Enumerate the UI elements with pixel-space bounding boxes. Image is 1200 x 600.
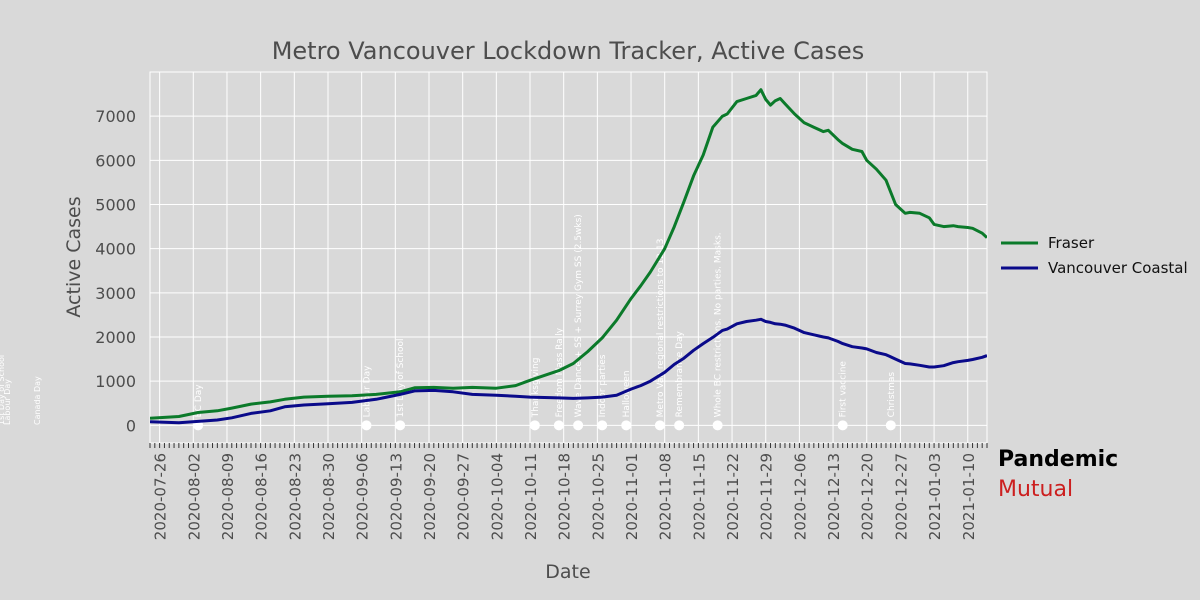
y-tick-label: 3000 [95, 284, 136, 303]
plot-area [149, 71, 988, 444]
annotation: Remembrance Day [674, 330, 685, 431]
annotation-label: BC Day [194, 384, 204, 418]
x-tick-label: 2020-08-23 [286, 453, 304, 540]
annotation: First vaccine [837, 361, 849, 431]
x-tick-label: 2020-10-11 [522, 453, 540, 540]
legend-label: Fraser [1048, 234, 1095, 252]
x-tick-label: 2020-08-30 [320, 453, 338, 540]
annotation-label: Halloween [622, 370, 632, 417]
x-axis-label: Date [545, 561, 590, 583]
annotation-marker [395, 420, 406, 431]
annotation-label: First vaccine [839, 361, 849, 418]
annotation: Wave Dance + SS + Surrey Gym SS (2.5wks) [573, 214, 584, 431]
annotation-marker [654, 420, 665, 431]
x-tick-label: 2020-09-13 [387, 453, 405, 540]
annotation-marker [837, 420, 848, 431]
x-tick-label: 2020-12-13 [825, 453, 843, 540]
y-tick-label: 4000 [95, 240, 136, 259]
offchart-label: Labour Day [3, 379, 12, 425]
x-tick-label: 2020-11-01 [623, 453, 641, 540]
y-tick-label: 0 [126, 416, 136, 435]
x-tick-label: 2020-09-27 [455, 453, 473, 540]
x-tick-label: 2020-12-27 [892, 453, 910, 540]
annotation-marker [885, 420, 896, 431]
brand-mutual: Mutual [998, 477, 1074, 502]
offchart-label: Canada Day [33, 376, 42, 425]
annotation-label: Freedom Mass Rally [555, 327, 565, 417]
x-tick-label: 2020-10-25 [589, 453, 607, 540]
annotation-marker [712, 420, 723, 431]
x-tick-label: 2020-08-02 [185, 453, 203, 540]
annotation: Metro Van regional restrictions to 12-13 [654, 239, 666, 431]
annotation-marker [674, 420, 685, 431]
annotation-label: Metro Van regional restrictions to 12-13 [656, 239, 666, 418]
x-tick-label: 2020-08-16 [253, 453, 271, 540]
y-tick-label: 1000 [95, 372, 136, 391]
x-tick-label: 2020-11-29 [758, 453, 776, 540]
offchart-label: 1st Day of School [0, 355, 6, 425]
brand-pandemic: Pandemic [998, 447, 1119, 472]
annotation-label: Labour Day [362, 365, 372, 417]
legend: Fraser Vancouver Coastal [1001, 234, 1188, 277]
annotation-marker [361, 420, 372, 431]
annotation-label: 1st Day of School [396, 338, 406, 417]
annotation: Christmas [885, 372, 897, 431]
annotation: 1st Day of School [395, 338, 406, 431]
annotation-marker [529, 420, 540, 431]
annotation-label: Christmas [887, 372, 897, 418]
legend-label: Vancouver Coastal [1048, 259, 1188, 277]
axis-ticks: 0 1000 2000 3000 4000 5000 6000 7000 2020-07-26 2… [95, 107, 988, 540]
x-tick-label: 2020-08-09 [219, 453, 237, 540]
grid [150, 72, 987, 443]
annotation-label: Remembrance Day [675, 330, 685, 417]
y-tick-label: 2000 [95, 328, 136, 347]
annotation-marker [597, 420, 608, 431]
x-tick-label: 2020-11-22 [724, 453, 742, 540]
x-tick-label: 2020-11-08 [657, 453, 675, 540]
x-tick-label: 2020-09-06 [354, 453, 372, 540]
series-lines [150, 88, 987, 425]
x-tick-label: 2020-10-18 [556, 453, 574, 540]
annotation: Thanksgiving [529, 358, 541, 431]
x-tick-label: 2020-07-26 [152, 453, 170, 540]
y-tick-label: 7000 [95, 107, 136, 126]
y-axis-label: Active Cases [63, 196, 85, 317]
annotation-label: Indoor parties [598, 354, 608, 417]
series-line [150, 317, 987, 425]
plot-frame [149, 71, 988, 444]
annotation: Labour Day [361, 365, 372, 431]
x-tick-label: 2020-12-20 [859, 453, 877, 540]
x-tick-label: 2020-12-06 [791, 453, 809, 540]
annotation-label: Thanksgiving [531, 358, 541, 419]
annotation-label: Wave Dance + SS + Surrey Gym SS (2.5wks) [574, 214, 584, 417]
annotations: BC Day Labour Day 1st Day of School Thanksg… [193, 214, 897, 431]
series-line [150, 88, 987, 420]
annotation: Whole BC restrictions. No parties. Masks… [712, 232, 724, 431]
chart-title: Metro Vancouver Lockdown Tracker, Active… [272, 37, 865, 65]
x-tick-label: 2021-01-10 [960, 453, 978, 540]
annotation: Freedom Mass Rally [553, 327, 565, 431]
x-tick-label: 2021-01-03 [926, 453, 944, 540]
annotation-marker [621, 420, 632, 431]
annotation: Indoor parties [597, 354, 608, 431]
annotation-label: Whole BC restrictions. No parties. Masks… [714, 232, 724, 417]
y-tick-label: 5000 [95, 196, 136, 215]
x-tick-label: 2020-10-04 [488, 453, 506, 540]
annotation: Halloween [621, 370, 632, 431]
y-tick-label: 6000 [95, 151, 136, 170]
annotation: BC Day [193, 384, 204, 431]
annotation-marker [553, 420, 564, 431]
x-tick-label: 2020-09-20 [421, 453, 439, 540]
x-tick-label: 2020-11-15 [690, 453, 708, 540]
annotation-marker [573, 420, 584, 431]
